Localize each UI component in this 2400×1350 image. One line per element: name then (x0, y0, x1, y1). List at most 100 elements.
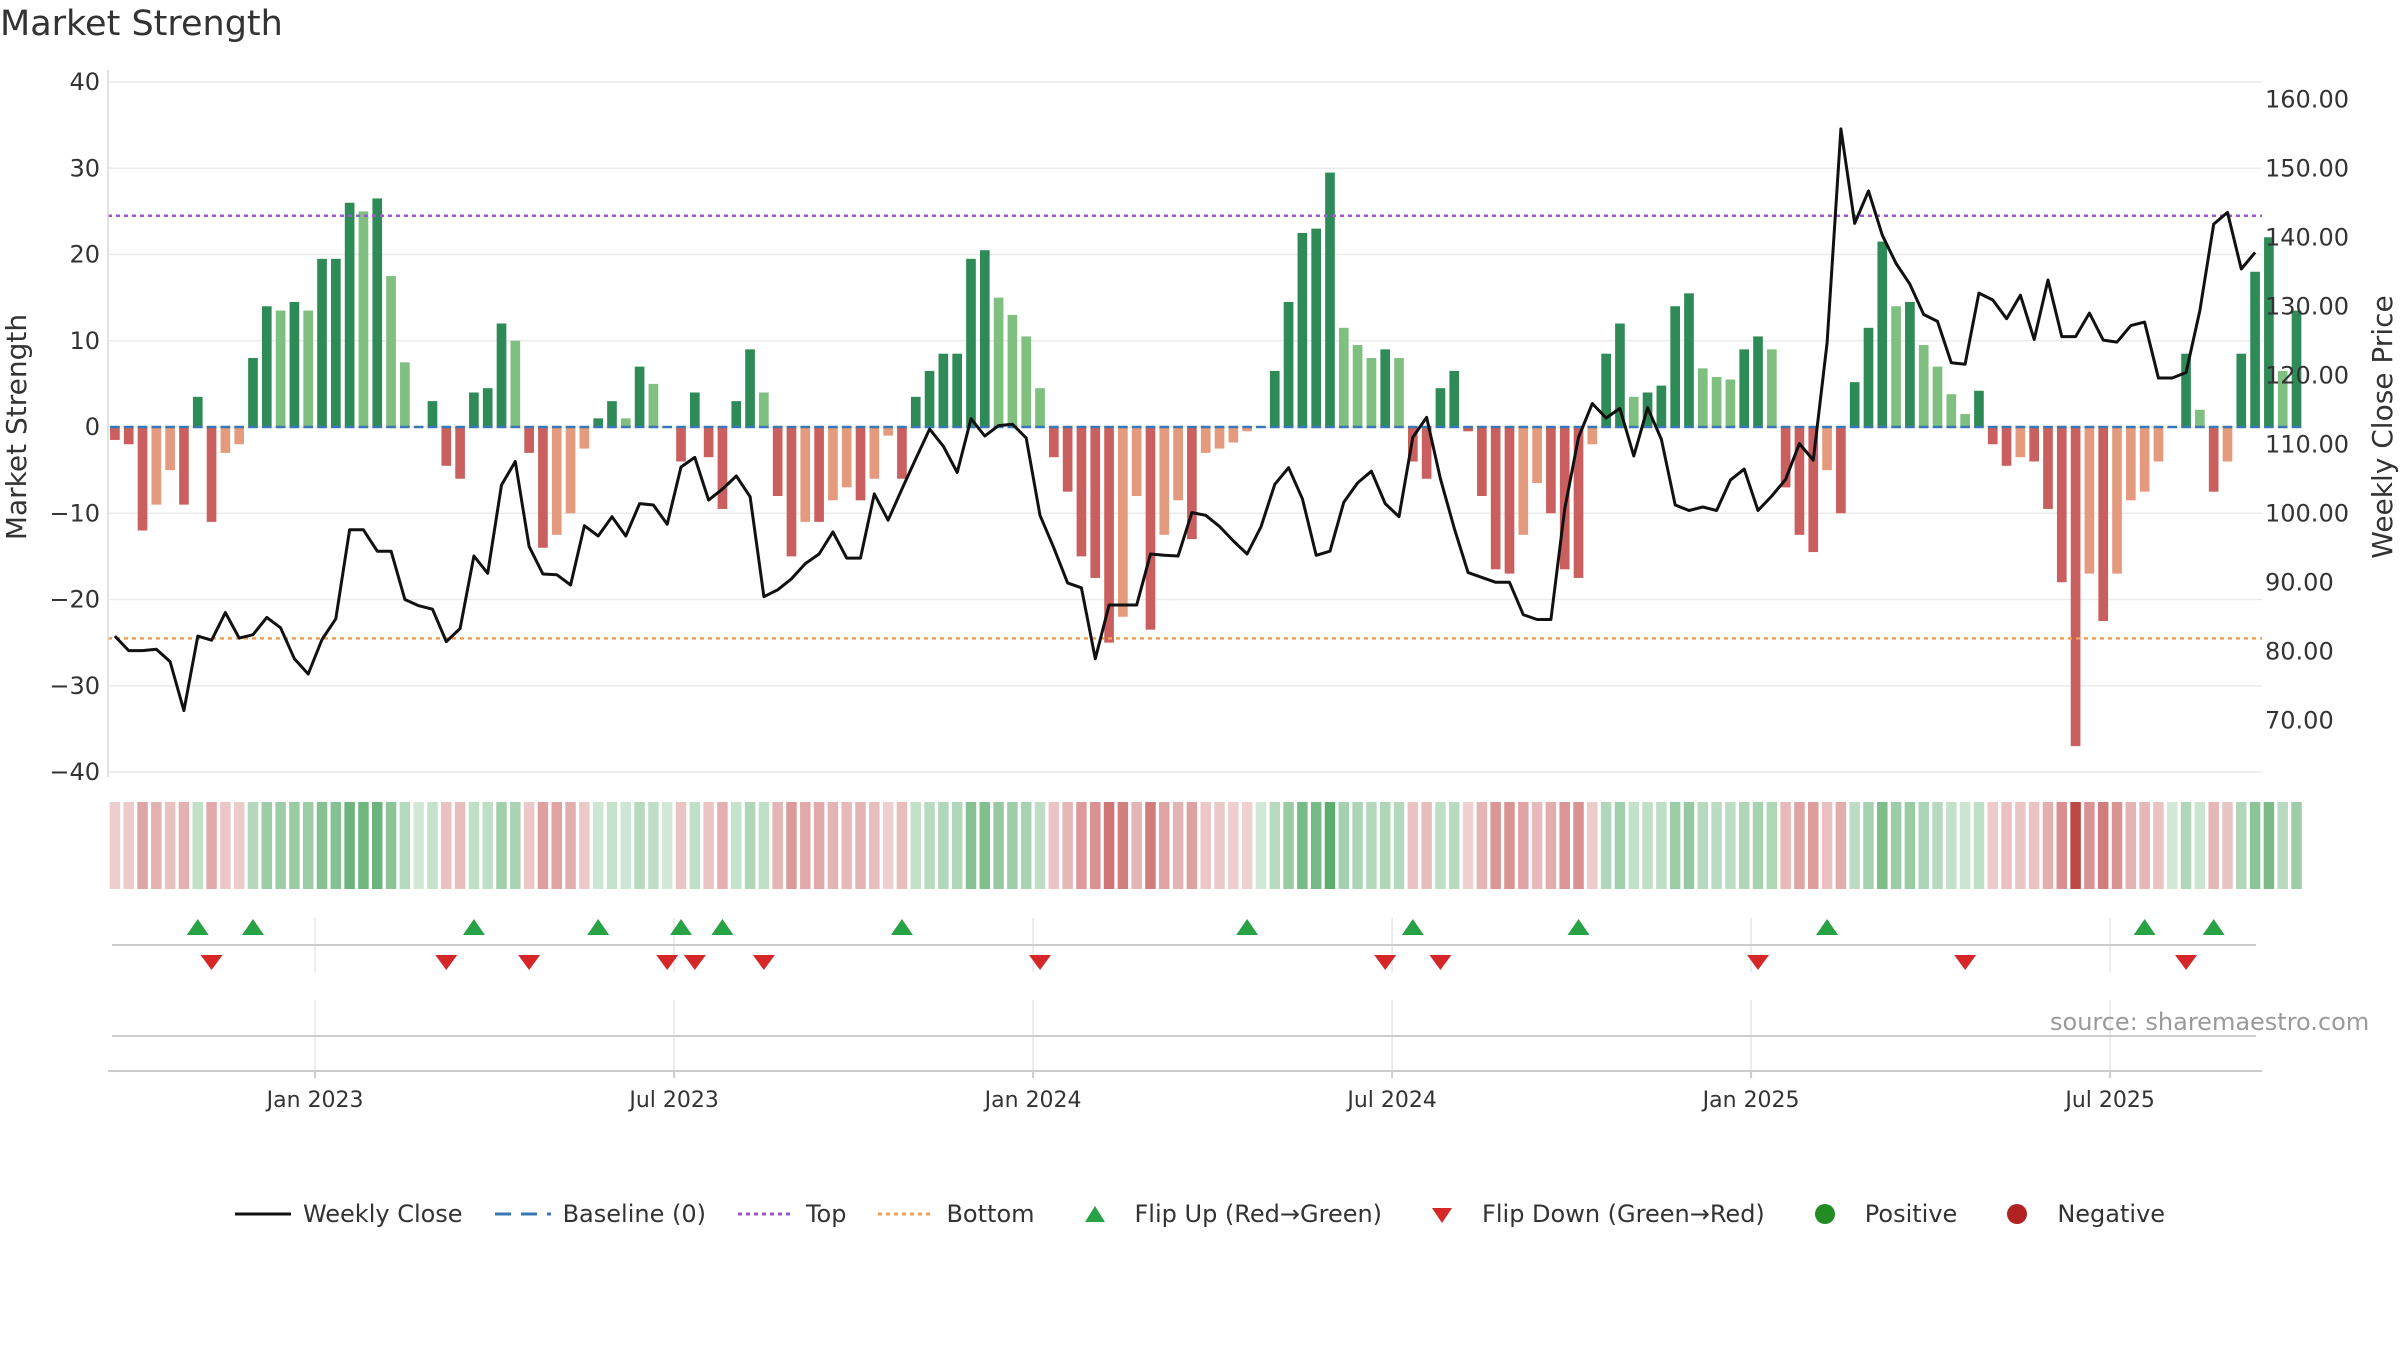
strength-bar (634, 366, 645, 427)
heat-cell (758, 802, 770, 889)
heat-cell (220, 802, 231, 889)
strength-bar (1380, 349, 1391, 427)
strength-bar (1338, 327, 1349, 427)
heat-cell (1987, 802, 1998, 889)
strength-bar (2098, 427, 2109, 622)
strength-bar (2125, 427, 2136, 501)
heat-cell (1462, 802, 1474, 889)
heat-cell (289, 802, 300, 889)
flip-up-marker (670, 919, 693, 935)
heat-cell (2070, 802, 2081, 889)
flip-up-marker (2133, 919, 2156, 935)
heat-cell (1255, 802, 1267, 889)
heat-cell (385, 802, 397, 889)
strength-bar (1670, 306, 1681, 427)
heat-cell (1642, 802, 1653, 889)
strength-bar (1214, 427, 1225, 449)
strength-bar (1987, 427, 1998, 445)
strength-bar (261, 306, 272, 427)
strength-bar (1918, 345, 1929, 427)
legend-item-flip-up: Flip Up (Red→Green) (1067, 1200, 1382, 1228)
heat-cell (551, 802, 562, 889)
strength-bar (551, 427, 562, 535)
heat-cell (2001, 802, 2012, 889)
strength-bar (2250, 271, 2260, 427)
heat-cell (123, 802, 134, 889)
strength-bar (1546, 427, 1556, 514)
heat-cell (1780, 802, 1791, 889)
heat-cell (1283, 802, 1294, 889)
x-tick-label: Jan 2024 (983, 1088, 1082, 1113)
strength-bar (2181, 353, 2191, 427)
heat-cell (1738, 802, 1750, 889)
heat-cell (372, 802, 383, 889)
heat-cell (1904, 802, 1916, 889)
heat-cell (1241, 802, 1253, 889)
strength-bar (855, 427, 866, 501)
strength-bar (165, 427, 175, 471)
strength-bar (455, 427, 465, 479)
legend-swatch (2007, 1204, 2028, 1224)
y-tick-label: 40 (69, 68, 100, 96)
strength-bar (2056, 427, 2067, 583)
y-tick-label: 10 (69, 327, 100, 355)
strength-bar (1421, 427, 1432, 479)
strength-bar (1780, 427, 1791, 488)
heat-cell (1007, 802, 1018, 889)
strength-bar (1449, 370, 1460, 427)
heat-cell (178, 802, 190, 889)
y-tick-label: 20 (69, 241, 100, 269)
strength-bar (1159, 427, 1170, 535)
heat-cell (233, 802, 245, 889)
heat-cell (247, 802, 259, 889)
heat-cell (965, 802, 977, 889)
heat-cell (2015, 802, 2026, 889)
axes: 40 30 20 10 0 −10 −20 −30 −40 160.00 150.00 140.00 1… (0, 68, 2399, 1113)
heat-cell (1476, 802, 1488, 889)
heat-cell (1656, 802, 1667, 889)
strength-bar (703, 427, 714, 458)
strength-bar (786, 427, 797, 557)
heat-cell (1697, 802, 1709, 889)
heat-cell (192, 802, 203, 889)
heat-cell (1877, 802, 1888, 889)
strength-bar (2277, 370, 2288, 427)
heat-cell (2208, 802, 2219, 889)
heat-cell (620, 802, 632, 889)
heat-cell (2236, 802, 2247, 889)
strength-bar (524, 427, 534, 453)
strength-bar (317, 258, 327, 427)
strength-bar (1891, 306, 1901, 427)
strength-bar (110, 427, 120, 440)
heat-cell (1297, 802, 1308, 889)
flip-down-marker (683, 955, 706, 970)
strength-bar (2195, 409, 2205, 427)
heat-cell (979, 802, 991, 889)
strength-bar (1739, 349, 1750, 427)
heat-cell (1973, 802, 1985, 889)
strength-bar (1753, 336, 1763, 427)
heat-cell (2263, 802, 2275, 889)
strength-bar (1021, 336, 1032, 427)
heat-cell (1421, 802, 1432, 889)
strength-bar (1905, 301, 1915, 427)
strength-bar (1269, 370, 1280, 427)
strength-bar (441, 427, 452, 466)
legend-label: Weekly Close (302, 1200, 463, 1228)
legend-label: Top (805, 1200, 847, 1228)
heat-cell (1518, 802, 1529, 889)
heat-cell (1103, 802, 1115, 889)
heat-cell (579, 802, 590, 889)
flip-up-marker (1401, 919, 1424, 935)
strength-bar (1587, 427, 1598, 445)
y-right-tick-label: 110.00 (2265, 430, 2349, 458)
strength-bar (759, 392, 769, 427)
flip-down-marker (656, 955, 679, 970)
y-right-tick-label: 80.00 (2265, 637, 2334, 665)
heat-cell (1117, 802, 1129, 889)
heat-cell (482, 802, 493, 889)
heat-cell (1269, 802, 1280, 889)
flip-down-marker (1747, 955, 1770, 970)
legend-swatch (1432, 1208, 1453, 1223)
